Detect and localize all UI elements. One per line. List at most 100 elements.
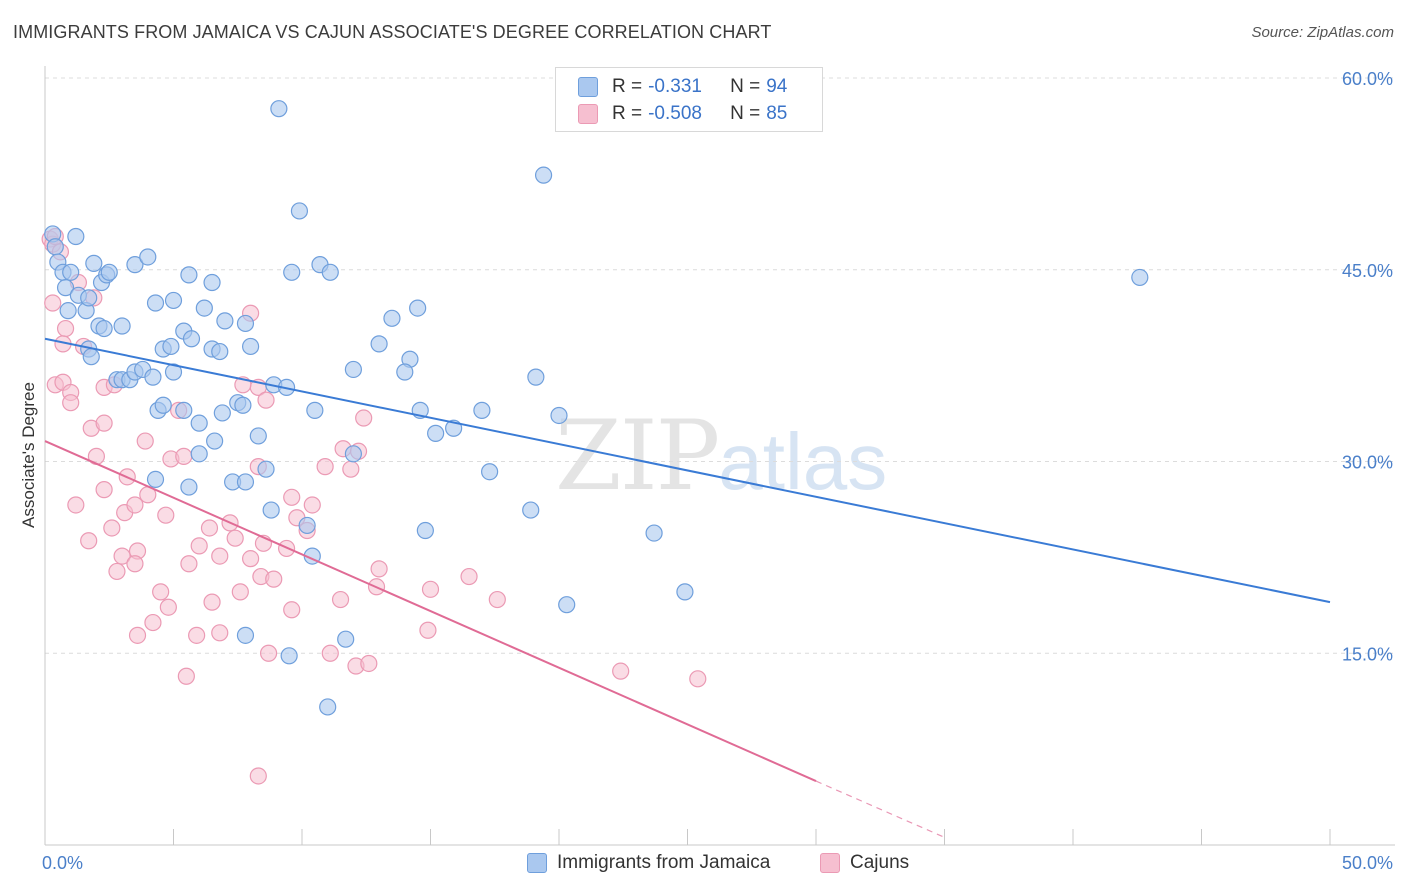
n-value: 85 — [766, 103, 788, 124]
jamaica-point — [283, 263, 301, 281]
legend-item-cajuns[interactable]: Cajuns — [820, 852, 909, 874]
cajun-point — [126, 496, 144, 514]
jamaica-point — [527, 368, 545, 386]
series-legend: Immigrants from Jamaica Cajuns — [0, 852, 1406, 878]
cajun-point — [283, 601, 301, 619]
jamaica-point — [645, 524, 663, 542]
y-tick-label: 60.0% — [1342, 69, 1393, 89]
legend-item-jamaica[interactable]: Immigrants from Jamaica — [527, 852, 770, 874]
cajun-point — [108, 562, 126, 581]
jamaica-point — [126, 256, 144, 274]
grid-lines — [45, 77, 1395, 654]
cajun-point — [460, 567, 478, 586]
jamaica-point — [162, 337, 180, 356]
cajun-point — [342, 460, 360, 478]
cajun-point — [95, 481, 113, 499]
cajun-point — [355, 409, 373, 427]
jamaica-point — [676, 583, 694, 601]
jamaica-point — [82, 348, 100, 366]
r-label: R = — [612, 76, 643, 97]
jamaica-point — [206, 432, 224, 450]
jamaica-point — [298, 516, 316, 535]
cajun-point — [67, 496, 85, 514]
jamaica-point — [190, 445, 208, 463]
jamaica-point — [242, 337, 260, 356]
jamaica-point — [56, 279, 75, 297]
jamaica-point — [1131, 268, 1149, 287]
cajun-point — [265, 570, 283, 588]
blue-swatch — [578, 77, 598, 97]
cajun-point — [242, 550, 260, 568]
watermark-atlas: atlas — [718, 417, 888, 506]
cajun-point — [259, 644, 278, 662]
cajuns-points — [41, 227, 707, 785]
correlation-legend: R = -0.331 N = 94 R = -0.508 N = 85 — [555, 67, 823, 132]
jamaica-point — [216, 312, 234, 330]
cajun-point — [113, 547, 131, 565]
jamaica-point — [427, 424, 445, 442]
jamaica-point — [236, 473, 255, 491]
jamaica-point — [164, 363, 183, 381]
cajun-point — [257, 391, 275, 409]
jamaica-point — [182, 330, 201, 348]
r-value: -0.508 — [648, 103, 702, 124]
jamaica-point — [67, 227, 85, 246]
legend-row-jamaica: R = -0.331 N = 94 — [578, 74, 787, 100]
legend-label-jamaica: Immigrants from Jamaica — [557, 852, 771, 873]
cajun-point — [103, 519, 121, 537]
cajun-point — [190, 537, 208, 555]
jamaica-point — [164, 291, 183, 310]
jamaica-point — [257, 460, 275, 478]
cajun-trend-extension — [815, 780, 945, 838]
watermark: ZIPatlas — [555, 400, 887, 512]
jamaica-point — [534, 166, 553, 184]
jamaica-point — [236, 626, 255, 644]
jamaica-point — [203, 273, 221, 292]
jamaica-point — [396, 363, 414, 381]
cajun-trend-line — [44, 440, 817, 782]
source-label: Source: ZipAtlas.com — [1251, 24, 1394, 41]
cajun-point — [316, 458, 334, 476]
jamaica-point — [190, 414, 208, 432]
jamaica-point — [211, 342, 229, 361]
cajun-point — [421, 580, 440, 598]
cajun-point — [177, 667, 195, 685]
n-value: 94 — [766, 76, 788, 97]
jamaica-point — [146, 470, 165, 488]
blue-swatch — [527, 853, 547, 873]
jamaica-point — [321, 263, 339, 281]
cajun-point — [231, 583, 249, 601]
jamaica-point — [473, 401, 491, 419]
cajun-point — [360, 654, 378, 673]
y-tick-label: 30.0% — [1342, 453, 1393, 473]
cajun-point — [180, 555, 198, 573]
axis-labels: 15.0% 30.0% 45.0% 60.0% 0.0% 50.0% Associate's… — [19, 69, 1393, 873]
legend-label-cajuns: Cajuns — [850, 852, 910, 873]
cajun-point — [211, 547, 229, 565]
cajun-point — [95, 414, 113, 432]
jamaica-point — [80, 289, 98, 307]
jamaica-point — [522, 501, 540, 519]
jamaica-point — [481, 463, 499, 481]
jamaica-point — [59, 302, 77, 320]
jamaica-point — [213, 404, 231, 422]
cajun-point — [62, 394, 80, 412]
n-label: N = — [730, 76, 761, 97]
jamaica-point — [146, 294, 165, 312]
cajun-point — [211, 624, 229, 642]
jamaica-point — [370, 335, 388, 353]
cajun-point — [321, 644, 339, 662]
jamaica-point — [234, 396, 252, 414]
cajun-point — [157, 506, 175, 524]
chart-title: IMMIGRANTS FROM JAMAICA VS CAJUN ASSOCIA… — [13, 22, 772, 42]
cajun-point — [249, 767, 267, 785]
jamaica-point — [337, 630, 355, 648]
pink-swatch — [820, 853, 840, 873]
cajun-point — [370, 560, 388, 578]
jamaica-point — [270, 100, 288, 118]
legend-row-cajuns: R = -0.508 N = 85 — [578, 101, 787, 127]
cajun-point — [331, 590, 350, 609]
watermark-zip: ZIP — [555, 400, 720, 512]
cajun-point — [175, 447, 193, 465]
